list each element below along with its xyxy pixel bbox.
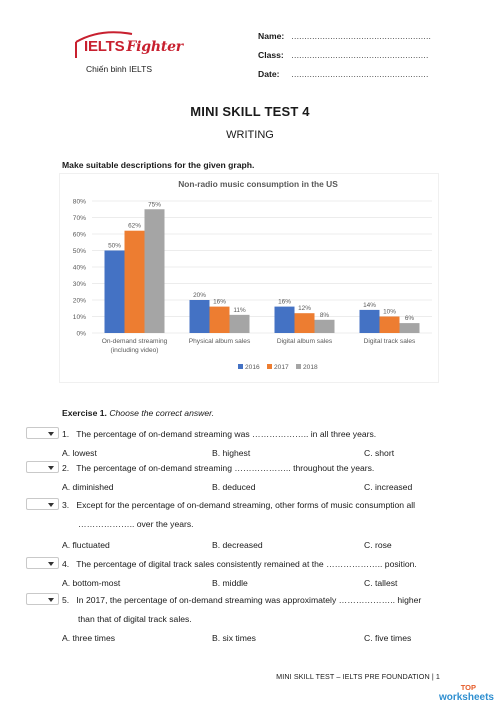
q1-option-b: B. highest xyxy=(212,448,251,458)
answer-dropdown-2[interactable] xyxy=(26,461,59,473)
q1-option-a: A. lowest xyxy=(62,448,97,458)
bar-2017-2 xyxy=(294,313,315,333)
data-label: 8% xyxy=(320,312,330,319)
bar-2016-3 xyxy=(359,309,380,333)
bar-2016-2 xyxy=(274,306,295,333)
graph-instruction: Make suitable descriptions for the given… xyxy=(62,160,255,170)
q2-option-c: C. increased xyxy=(364,482,413,492)
answer-dropdown-4[interactable] xyxy=(26,557,59,569)
q4-option-c: C. tallest xyxy=(364,578,398,588)
y-tick-label: 70% xyxy=(73,215,86,222)
q3-option-b: B. decreased xyxy=(212,540,263,550)
bar-chart: Non-radio music consumption in the US 0% 1… xyxy=(59,173,439,383)
legend-swatch-2018 xyxy=(296,364,301,369)
y-tick-label: 30% xyxy=(73,281,86,288)
ielts-fighter-logo: IELTS Fighter Chiến binh IELTS xyxy=(70,28,183,80)
student-info-fields: Name: ..................................… xyxy=(258,31,458,88)
answer-dropdown-3[interactable] xyxy=(26,498,59,510)
question-3-continued: ……………….. over the years. xyxy=(78,519,194,529)
q5-option-c: C. five times xyxy=(364,633,412,643)
q4-option-b: B. middle xyxy=(212,578,248,588)
y-tick-label: 50% xyxy=(73,248,86,255)
chart-canvas: Non-radio music consumption in the US 0% 1… xyxy=(73,179,432,371)
q2-option-a: A. diminished xyxy=(62,482,114,492)
bar-2018-0 xyxy=(144,209,165,333)
chevron-down-icon xyxy=(48,432,54,436)
bar-2018-2 xyxy=(314,319,335,333)
data-label: 10% xyxy=(383,309,396,316)
data-label: 11% xyxy=(233,307,246,314)
topworksheets-badge[interactable]: TOP worksheets xyxy=(438,683,494,703)
legend-label: 2017 xyxy=(274,364,289,371)
question-1: 1. The percentage of on-demand streaming… xyxy=(62,429,377,439)
data-label: 6% xyxy=(405,315,415,322)
page-title: MINI SKILL TEST 4 xyxy=(190,104,310,119)
q2-option-b: B. deduced xyxy=(212,482,256,492)
y-tick-label: 80% xyxy=(73,199,86,206)
answer-dropdown-5[interactable] xyxy=(26,593,59,605)
question-2: 2. The percentage of on-demand streaming… xyxy=(62,463,375,473)
page-footer: MINI SKILL TEST – IELTS PRE FOUNDATION |… xyxy=(276,672,440,681)
x-tick-label: Digital album sales xyxy=(277,338,333,345)
chevron-down-icon xyxy=(48,598,54,602)
data-label: 16% xyxy=(278,299,291,306)
chevron-down-icon xyxy=(48,562,54,566)
logo-wordmark: IELTS Fighter xyxy=(84,38,183,55)
y-tick-label: 10% xyxy=(73,314,86,321)
chart-title: Non-radio music consumption in the US xyxy=(178,179,338,189)
q3-option-c: C. rose xyxy=(364,540,392,550)
x-tick-label: Digital track sales xyxy=(364,338,416,345)
x-tick-sublabel: (including video) xyxy=(110,347,158,354)
data-label: 62% xyxy=(128,223,141,230)
chevron-down-icon xyxy=(48,466,54,470)
bar-2018-1 xyxy=(229,314,250,333)
data-label: 75% xyxy=(148,201,161,208)
data-label: 16% xyxy=(213,299,226,306)
logo-swoosh-icon xyxy=(75,31,133,58)
data-label: 50% xyxy=(108,243,121,250)
class-field: Class: .................................… xyxy=(258,50,429,60)
x-tick-label: On-demand streaming xyxy=(102,338,168,345)
page-subtitle: WRITING xyxy=(226,129,274,141)
question-5-continued: than that of digital track sales. xyxy=(78,614,192,624)
y-tick-label: 20% xyxy=(73,298,86,305)
y-tick-label: 60% xyxy=(73,232,86,239)
bar-2016-0 xyxy=(104,250,125,333)
legend-swatch-2016 xyxy=(238,364,243,369)
data-label: 20% xyxy=(193,292,206,299)
bar-2017-3 xyxy=(379,316,400,333)
q1-option-c: C. short xyxy=(364,448,395,458)
logo-tagline: Chiến binh IELTS xyxy=(86,64,152,74)
question-4: 4. The percentage of digital track sales… xyxy=(62,559,417,569)
question-5: 5. In 2017, the percentage of on-demand … xyxy=(62,595,422,605)
q4-option-a: A. bottom-most xyxy=(62,578,121,588)
x-tick-label: Physical album sales xyxy=(189,338,251,345)
y-tick-label: 0% xyxy=(76,331,86,338)
q5-option-a: A. three times xyxy=(62,633,116,643)
legend-label: 2016 xyxy=(245,364,260,371)
answer-dropdown-1[interactable] xyxy=(26,427,59,439)
y-tick-label: 40% xyxy=(73,265,86,272)
bar-2017-1 xyxy=(209,306,230,333)
bar-2016-1 xyxy=(189,300,210,333)
bar-2017-0 xyxy=(124,230,145,333)
chevron-down-icon xyxy=(48,503,54,507)
q3-option-a: A. fluctuated xyxy=(62,540,110,550)
legend-label: 2018 xyxy=(303,364,318,371)
legend-swatch-2017 xyxy=(267,364,272,369)
data-label: 12% xyxy=(298,305,311,312)
question-3: 3. Except for the percentage of on-deman… xyxy=(62,500,416,510)
data-label: 14% xyxy=(363,302,376,309)
exercise-heading: Exercise 1. Choose the correct answer. xyxy=(62,408,215,418)
name-field: Name: ..................................… xyxy=(258,31,432,41)
date-field: Date: ..................................… xyxy=(258,69,429,79)
q5-option-b: B. six times xyxy=(212,633,256,643)
bar-2018-3 xyxy=(399,323,420,333)
